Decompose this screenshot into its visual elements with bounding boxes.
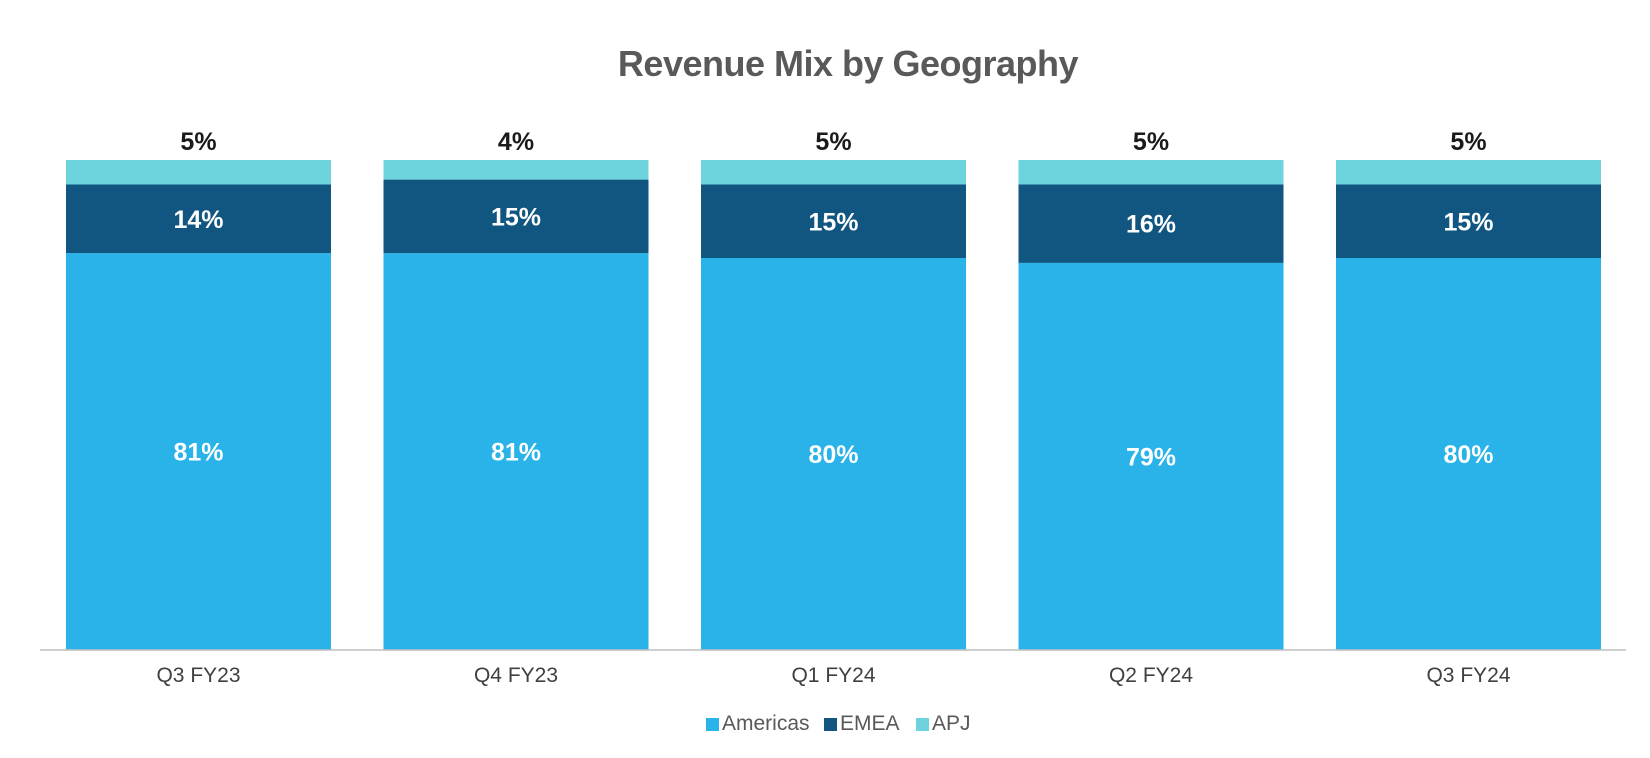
legend-swatch-emea [824, 718, 837, 731]
legend-item-emea: EMEA [824, 712, 900, 735]
data-label-emea-q4-fy23: 15% [491, 203, 541, 231]
legend: Americas EMEA APJ [706, 712, 971, 735]
legend-label-apj: APJ [932, 712, 971, 735]
bar-apj-q4-fy23 [383, 160, 649, 180]
data-label-emea-q3-fy24: 15% [1443, 208, 1493, 236]
data-label-americas-q4-fy23: 81% [491, 439, 541, 467]
bars-layer [66, 160, 1601, 650]
x-tick-label: Q3 FY23 [156, 664, 240, 687]
data-label-emea-q3-fy23: 14% [173, 206, 223, 234]
legend-label-americas: Americas [722, 712, 810, 735]
data-label-emea-q1-fy24: 15% [808, 208, 858, 236]
bar-americas-q1-fy24 [701, 258, 966, 650]
x-tick-label: Q3 FY24 [1426, 664, 1510, 687]
bar-emea-q4-fy23 [383, 179, 649, 254]
data-label-americas-q3-fy23: 81% [173, 439, 223, 467]
x-tick-label: Q4 FY23 [474, 664, 558, 687]
x-tick-label: Q2 FY24 [1109, 664, 1193, 687]
bar-americas-q2-fy24 [1018, 262, 1284, 650]
data-label-americas-q1-fy24: 80% [808, 441, 858, 469]
bar-americas-q3-fy24 [1336, 258, 1601, 650]
legend-item-apj: APJ [916, 712, 971, 735]
bar-emea-q3-fy24 [1336, 184, 1601, 258]
data-label-americas-q2-fy24: 79% [1126, 443, 1176, 471]
chart-title: Revenue Mix by Geography [618, 43, 1079, 84]
legend-swatch-americas [706, 718, 719, 731]
data-label-emea-q2-fy24: 16% [1126, 211, 1176, 239]
data-labels-layer: 81% 14% 5% 81% 15% 4% 80% 15% 5% 79% 16% 5% 80% 15% 5% [173, 128, 1493, 471]
bar-emea-q3-fy23 [66, 184, 331, 254]
data-label-apj-q3-fy24: 5% [1450, 128, 1486, 156]
bar-emea-q2-fy24 [1018, 184, 1284, 263]
bar-apj-q1-fy24 [701, 160, 966, 185]
data-label-apj-q2-fy24: 5% [1133, 128, 1169, 156]
bar-americas-q4-fy23 [383, 253, 649, 650]
bar-emea-q1-fy24 [701, 184, 966, 258]
data-label-americas-q3-fy24: 80% [1443, 441, 1493, 469]
legend-item-americas: Americas [706, 712, 810, 735]
bar-apj-q3-fy24 [1336, 160, 1601, 185]
legend-swatch-apj [916, 718, 929, 731]
x-axis-ticks: Q3 FY23 Q4 FY23 Q1 FY24 Q2 FY24 Q3 FY24 [156, 664, 1510, 687]
legend-label-emea: EMEA [840, 712, 900, 735]
bar-apj-q3-fy23 [66, 160, 331, 185]
bar-apj-q2-fy24 [1018, 160, 1284, 185]
x-tick-label: Q1 FY24 [791, 664, 875, 687]
data-label-apj-q1-fy24: 5% [815, 128, 851, 156]
bar-americas-q3-fy23 [66, 253, 331, 650]
data-label-apj-q4-fy23: 4% [498, 128, 534, 156]
data-label-apj-q3-fy23: 5% [180, 128, 216, 156]
